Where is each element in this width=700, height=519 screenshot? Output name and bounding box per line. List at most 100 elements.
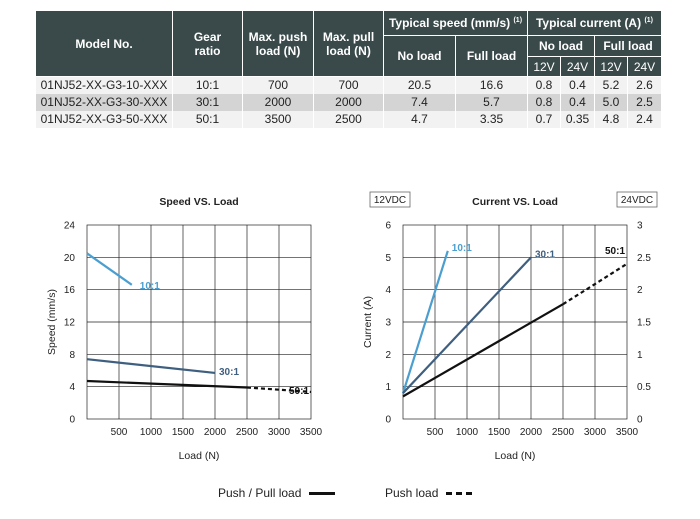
current-chart-x-tick-label: 2000 — [520, 427, 543, 438]
cell-current-no-load-12v: 0.7 — [527, 111, 561, 128]
charts-area: 500 1000 1500 2000 2500 3000 350004812162024Sp… — [46, 191, 658, 462]
cell-model: 01NJ52-XX-G3-10-XXX — [35, 76, 173, 94]
current-chart-y2-tick-label: 2.5 — [637, 253, 651, 264]
current-chart-y-tick-label: 0 — [385, 415, 391, 426]
header-current-full-load: Full load — [594, 35, 662, 57]
cell-pull: 2500 — [313, 111, 384, 128]
current-chart-series-10-1-label: 10:1 — [452, 243, 472, 254]
speed-note: (1) — [513, 17, 523, 24]
cell-gear: 30:1 — [172, 94, 243, 111]
current-chart-y-tick-label: 1 — [385, 382, 391, 393]
current-chart-x-tick-label: 1500 — [488, 427, 511, 438]
header-no-load-12v: 12V — [527, 56, 561, 77]
header-typical-current: Typical current (A) (1) — [527, 10, 662, 36]
header-gear-ratio: Gear ratio — [172, 10, 243, 77]
cell-speed-no-load: 7.4 — [383, 94, 456, 111]
header-model: Model No. — [35, 10, 173, 77]
cell-current-full-load-12v: 4.8 — [594, 111, 628, 128]
speed-chart-series-50-1-label: 50:1 — [289, 386, 309, 397]
current-chart-y2-tick-label: 1 — [637, 350, 643, 361]
speed-chart-x-tick-label: 2000 — [204, 427, 227, 438]
current-chart-y-tick-label: 3 — [385, 318, 391, 329]
speed-chart-x-tick-label: 2500 — [236, 427, 259, 438]
speed-chart-title: Speed VS. Load — [159, 196, 238, 208]
cell-current-no-load-24v: 0.35 — [560, 111, 595, 128]
cell-gear: 10:1 — [172, 76, 243, 94]
speed-chart-x-tick-label: 3500 — [300, 427, 323, 438]
table-row: 01NJ52-XX-G3-30-XXX 30:1 2000 2000 7.4 5… — [35, 94, 662, 111]
current-chart-left-volt-label: 12VDC — [374, 195, 406, 206]
legend-solid-label: Push / Pull load — [218, 486, 302, 500]
current-chart-left-volt-box — [369, 191, 411, 208]
cell-current-no-load-24v: 0.4 — [560, 76, 595, 94]
current-chart-series-10-1-line — [401, 250, 449, 394]
header-typical-current-text: Typical current (A) — [535, 16, 642, 30]
current-chart-y2-tick-label: 0.5 — [637, 382, 651, 393]
current-chart-y2-tick-label: 0 — [637, 415, 643, 426]
current-chart-right-volt-label: 24VDC — [621, 195, 653, 206]
current-chart-x-tick-label: 1000 — [456, 427, 479, 438]
current-chart-x-tick-label: 500 — [427, 427, 444, 438]
cell-pull: 700 — [313, 76, 384, 94]
current-chart-y2-tick-label: 1.5 — [637, 318, 651, 329]
cell-current-full-load-12v: 5.2 — [594, 76, 628, 94]
current-chart-series-30-1-label: 30:1 — [535, 249, 555, 260]
cell-speed-full-load: 16.6 — [455, 76, 528, 94]
header-speed-full-load: Full load — [455, 35, 528, 77]
current-note: (1) — [644, 17, 654, 24]
cell-current-full-load-12v: 5.0 — [594, 94, 628, 111]
cell-current-full-load-24v: 2.5 — [627, 94, 662, 111]
cell-pull: 2000 — [313, 94, 384, 111]
cell-speed-full-load: 5.7 — [455, 94, 528, 111]
header-typical-speed: Typical speed (mm/s) (1) — [383, 10, 528, 36]
current-chart-y-tick-label: 6 — [385, 221, 391, 232]
header-speed-no-load: No load — [383, 35, 456, 77]
current-chart-y2-tick-label: 3 — [637, 221, 643, 232]
header-typical-speed-text: Typical speed (mm/s) — [388, 16, 511, 30]
header-no-load-24v: 24V — [560, 56, 595, 77]
header-max-pull-text: Max. pull load (N) — [322, 29, 375, 58]
speed-chart-x-tick-label: 1000 — [140, 427, 163, 438]
header-max-push-text: Max. push load (N) — [248, 29, 308, 58]
current-chart-y2-tick-label: 2 — [637, 285, 643, 296]
speed-chart-series-10-1-line — [86, 252, 133, 286]
current-chart-title: Current VS. Load — [472, 196, 558, 208]
current-chart-x-tick-label: 3500 — [616, 427, 639, 438]
current-chart-y-axis-label: Current (A) — [362, 296, 374, 348]
header-current-no-load: No load — [527, 35, 595, 57]
table-row: 01NJ52-XX-G3-50-XXX 50:1 3500 2500 4.7 3… — [35, 111, 662, 128]
speed-chart-y-axis-label: Speed (mm/s) — [46, 289, 58, 355]
current-chart-series-50-1-label: 50:1 — [605, 246, 625, 257]
header-gear-ratio-text: Gear ratio — [193, 29, 222, 58]
speed-chart-y-tick-label: 0 — [69, 415, 75, 426]
speed-chart-x-tick-label: 1500 — [172, 427, 195, 438]
cell-current-no-load-12v: 0.8 — [527, 94, 561, 111]
speed-chart-x-tick-label: 3000 — [268, 427, 291, 438]
cell-speed-full-load: 3.35 — [455, 111, 528, 128]
legend-solid-line — [309, 492, 336, 496]
cell-model: 01NJ52-XX-G3-50-XXX — [35, 111, 173, 128]
legend-solid: Push / Pull load — [218, 486, 336, 500]
cell-current-full-load-24v: 2.6 — [627, 76, 662, 94]
speed-chart-y-tick-label: 24 — [64, 221, 76, 232]
speed-chart-y-tick-label: 8 — [69, 350, 75, 361]
legend-dashed-label: Push load — [385, 486, 439, 500]
cell-current-no-load-24v: 0.4 — [560, 94, 595, 111]
speed-chart-y-tick-label: 16 — [64, 285, 76, 296]
legend-dashed-line — [446, 492, 473, 496]
cell-current-full-load-24v: 2.4 — [627, 111, 662, 128]
speed-chart-series-50-1-line — [86, 379, 248, 389]
cell-model: 01NJ52-XX-G3-30-XXX — [35, 94, 173, 111]
speed-chart-series-30-1-line — [86, 358, 216, 375]
speed-chart-series-30-1-label: 30:1 — [219, 367, 239, 378]
cell-push: 700 — [242, 76, 314, 94]
speed-chart-x-axis-label: Load (N) — [179, 450, 220, 462]
current-chart-series-50-1-line — [402, 303, 564, 398]
table-row: 01NJ52-XX-G3-10-XXX 10:1 700 700 20.5 16… — [35, 76, 662, 94]
speed-chart-y-tick-label: 12 — [64, 318, 76, 329]
cell-push: 3500 — [242, 111, 314, 128]
cell-current-no-load-12v: 0.8 — [527, 76, 561, 94]
cell-speed-no-load: 4.7 — [383, 111, 456, 128]
current-chart-series-30-1-line — [402, 256, 532, 394]
cell-push: 2000 — [242, 94, 314, 111]
